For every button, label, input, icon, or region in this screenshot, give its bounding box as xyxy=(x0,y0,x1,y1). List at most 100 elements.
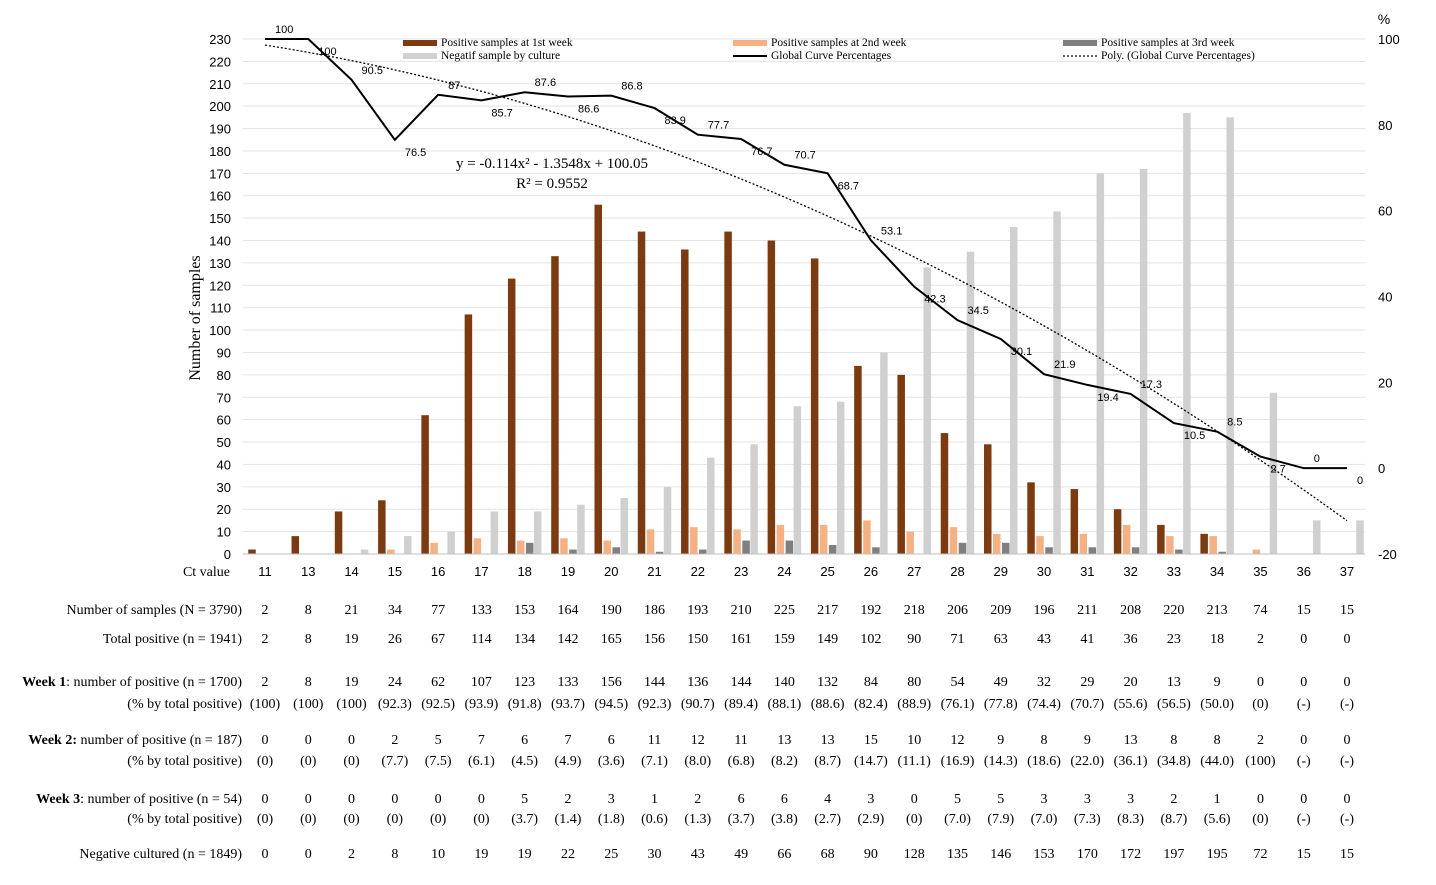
table-cell: (92.3) xyxy=(638,697,672,712)
table-cell: 208 xyxy=(1120,603,1141,618)
table-cell: (0) xyxy=(300,754,317,769)
table-cell: (100) xyxy=(336,697,367,712)
bar-positive-samples-at-3rd-week xyxy=(1002,542,1010,554)
table-cell: (0) xyxy=(343,754,360,769)
table-cell: 213 xyxy=(1207,603,1228,618)
table-cell: (3.8) xyxy=(771,812,798,827)
row-label-text: (% by total positive) xyxy=(127,754,242,769)
bar-positive-samples-at-1st-week xyxy=(810,258,819,554)
legend-label: Negatif sample by culture xyxy=(441,50,560,62)
table-cell: (93.9) xyxy=(464,697,498,712)
table-cell: 8 xyxy=(1041,733,1048,748)
table-cell: (3.7) xyxy=(511,812,538,827)
legend-label: Positive samples at 3rd week xyxy=(1101,37,1235,49)
table-cell: 13 xyxy=(777,733,791,748)
table-cell: (3.7) xyxy=(728,812,755,827)
table-cell: (-) xyxy=(1340,754,1354,769)
table-cell: 0 xyxy=(262,733,269,748)
bar-positive-samples-at-2nd-week xyxy=(560,538,568,554)
table-cell: (8.3) xyxy=(1117,812,1144,827)
curve-data-label: 90.5 xyxy=(362,65,383,77)
table-cell: 12 xyxy=(691,733,705,748)
table-cell: (8.7) xyxy=(1160,812,1187,827)
table-cell: (11.1) xyxy=(898,754,932,769)
y-tick-label: 60 xyxy=(217,413,231,428)
table-cell: 9 xyxy=(997,733,1004,748)
bar-positive-samples-at-2nd-week xyxy=(863,520,871,554)
curve-data-label: 21.9 xyxy=(1054,359,1075,371)
table-cell: 8 xyxy=(391,847,398,862)
table-cell: (1.8) xyxy=(598,812,625,827)
y-tick-label: 30 xyxy=(217,480,231,495)
x-tick-label: 28 xyxy=(950,564,964,579)
table-cell: 18 xyxy=(1210,632,1224,647)
curve-data-label: 76.5 xyxy=(405,147,426,159)
table-cell: 32 xyxy=(1037,675,1051,690)
table-cell: 80 xyxy=(907,675,921,690)
x-tick-label: 27 xyxy=(907,564,921,579)
table-cell: 5 xyxy=(997,792,1004,807)
table-cell: 5 xyxy=(521,792,528,807)
table-cell: 19 xyxy=(474,847,488,862)
table-cell: (77.8) xyxy=(984,697,1018,712)
bar-positive-samples-at-1st-week xyxy=(378,500,386,554)
table-cell: 0 xyxy=(305,733,312,748)
bar-positive-samples-at-2nd-week xyxy=(776,524,785,554)
table-cell: (2.9) xyxy=(858,812,885,827)
table-cell: 7 xyxy=(478,733,485,748)
x-tick-label: 35 xyxy=(1253,564,1267,579)
bar-positive-samples-at-3rd-week xyxy=(612,547,620,554)
table-cell: 2 xyxy=(391,733,398,748)
bar-positive-samples-at-2nd-week xyxy=(1209,536,1217,554)
table-cell: 195 xyxy=(1207,847,1228,862)
bar-positive-samples-at-1st-week xyxy=(724,231,732,554)
bar-positive-samples-at-3rd-week xyxy=(828,545,837,554)
table-cell: 0 xyxy=(391,792,398,807)
bar-negatif-sample-by-culture xyxy=(577,504,585,554)
table-cell: 6 xyxy=(521,733,528,748)
legend-label: Poly. (Global Curve Percentages) xyxy=(1101,50,1255,62)
table-cell: 140 xyxy=(774,675,795,690)
bar-negatif-sample-by-culture xyxy=(923,267,931,554)
bar-positive-samples-at-2nd-week xyxy=(473,538,482,554)
table-cell: 190 xyxy=(601,603,622,618)
table-cell: 9 xyxy=(1084,733,1091,748)
table-cell: 15 xyxy=(1340,847,1354,862)
table-cell: (0) xyxy=(257,754,274,769)
table-cell: 6 xyxy=(738,792,745,807)
table-cell: 2 xyxy=(1170,792,1177,807)
y-tick-label: 50 xyxy=(217,435,231,450)
table-cell: 0 xyxy=(1257,792,1264,807)
table-cell: 0 xyxy=(1300,632,1307,647)
table-cell: 34 xyxy=(388,603,402,618)
global-curve-line xyxy=(265,38,1347,470)
bar-positive-samples-at-2nd-week xyxy=(1122,524,1131,554)
bar-negatif-sample-by-culture xyxy=(836,401,845,554)
table-cell: 134 xyxy=(514,632,535,647)
table-cell: (-) xyxy=(1297,754,1311,769)
y-tick-label: 0 xyxy=(224,547,231,562)
curve-data-label: 100 xyxy=(318,46,336,58)
bar-positive-samples-at-1st-week xyxy=(291,536,300,554)
bar-positive-samples-at-1st-week xyxy=(594,204,602,554)
table-cell: 3 xyxy=(867,792,874,807)
table-cell: (7.9) xyxy=(987,812,1014,827)
table-cell: 107 xyxy=(471,675,492,690)
table-cell: (7.0) xyxy=(1031,812,1058,827)
table-cell: (100) xyxy=(250,697,281,712)
legend-swatch xyxy=(403,53,437,59)
table-cell: (-) xyxy=(1340,697,1354,712)
table-row-label: (% by total positive) xyxy=(127,754,242,769)
bar-positive-samples-at-1st-week xyxy=(507,278,516,554)
table-cell: 192 xyxy=(860,603,881,618)
table-cell: 4 xyxy=(824,792,831,807)
table-row-label: (% by total positive) xyxy=(127,812,242,827)
table-cell: 0 xyxy=(262,847,269,862)
trendline-equation: y = -0.114x² - 1.3548x + 100.05 xyxy=(456,156,648,172)
table-cell: 15 xyxy=(1340,603,1354,618)
table-cell: 49 xyxy=(994,675,1008,690)
x-tick-label: 11 xyxy=(258,564,272,579)
table-cell: 196 xyxy=(1034,603,1055,618)
table-cell: 0 xyxy=(911,792,918,807)
y-tick-label: 150 xyxy=(209,211,231,226)
